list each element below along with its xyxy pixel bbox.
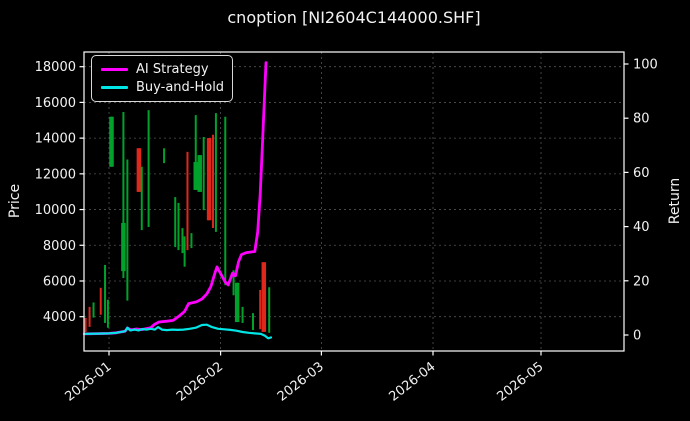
series-line-buy-and-hold <box>83 323 273 340</box>
legend-item-ai-strategy: AI Strategy <box>101 62 223 77</box>
y-left-tick-label: 14000 <box>35 132 76 147</box>
y-left-tick-label: 12000 <box>35 167 76 182</box>
legend: AI Strategy Buy-and-Hold <box>91 55 233 102</box>
y-right-tick-label: 60 <box>633 166 650 181</box>
y-right-tick-label: 40 <box>633 220 650 235</box>
x-tick-label: 2026-02 <box>174 359 226 404</box>
axes-spines <box>83 51 625 352</box>
y-left-tick-label: 18000 <box>35 60 76 75</box>
legend-label-ai-strategy: AI Strategy <box>136 61 209 77</box>
y-right-tick-label: 0 <box>633 329 641 344</box>
legend-item-buy-and-hold: Buy-and-Hold <box>101 80 225 96</box>
x-tick-label: 2026-04 <box>386 359 438 404</box>
x-tick-label: 2026-03 <box>275 359 327 404</box>
buy-and-hold-line-swatch <box>101 86 128 90</box>
y-left-tick-label: 16000 <box>35 96 76 111</box>
ai-strategy-line-swatch <box>101 67 128 71</box>
legend-label-buy-and-hold: Buy-and-Hold <box>136 80 225 96</box>
y-left-tick-label: 4000 <box>43 310 76 325</box>
y-left-tick-label: 8000 <box>43 239 76 254</box>
y-left-tick-label: 6000 <box>43 274 76 289</box>
y-right-tick-label: 100 <box>633 58 658 73</box>
y-right-tick-label: 20 <box>633 274 650 289</box>
y-right-tick-label: 80 <box>633 112 650 127</box>
y-left-tick-label: 10000 <box>35 203 76 218</box>
x-tick-label: 2026-01 <box>62 359 114 404</box>
x-tick-label: 2026-05 <box>494 359 546 404</box>
chart-title: cnoption [NI2604C144000.SHF] <box>227 8 481 27</box>
